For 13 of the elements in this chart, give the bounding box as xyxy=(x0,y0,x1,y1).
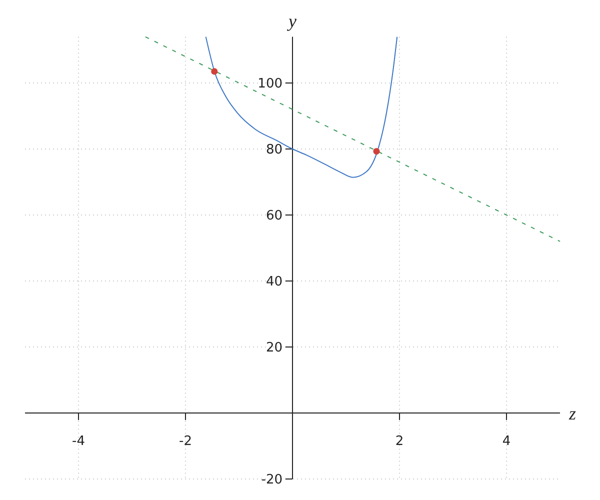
x-tick-label: -4 xyxy=(72,434,85,449)
y-tick-label: 80 xyxy=(266,142,282,158)
x-tick-label: 2 xyxy=(395,434,404,449)
x-axis-title: z xyxy=(568,403,576,424)
y-tick-label: 20 xyxy=(266,340,282,356)
x-tick-label: 4 xyxy=(502,434,511,449)
y-tick-label: 100 xyxy=(258,76,282,92)
y-tick-label: 40 xyxy=(266,274,282,290)
x-tick-label: -2 xyxy=(179,434,192,449)
y-tick-label: 60 xyxy=(266,208,282,224)
y-tick-label: -20 xyxy=(261,472,282,488)
y-axis-title: y xyxy=(286,10,296,31)
line-series xyxy=(205,36,398,178)
